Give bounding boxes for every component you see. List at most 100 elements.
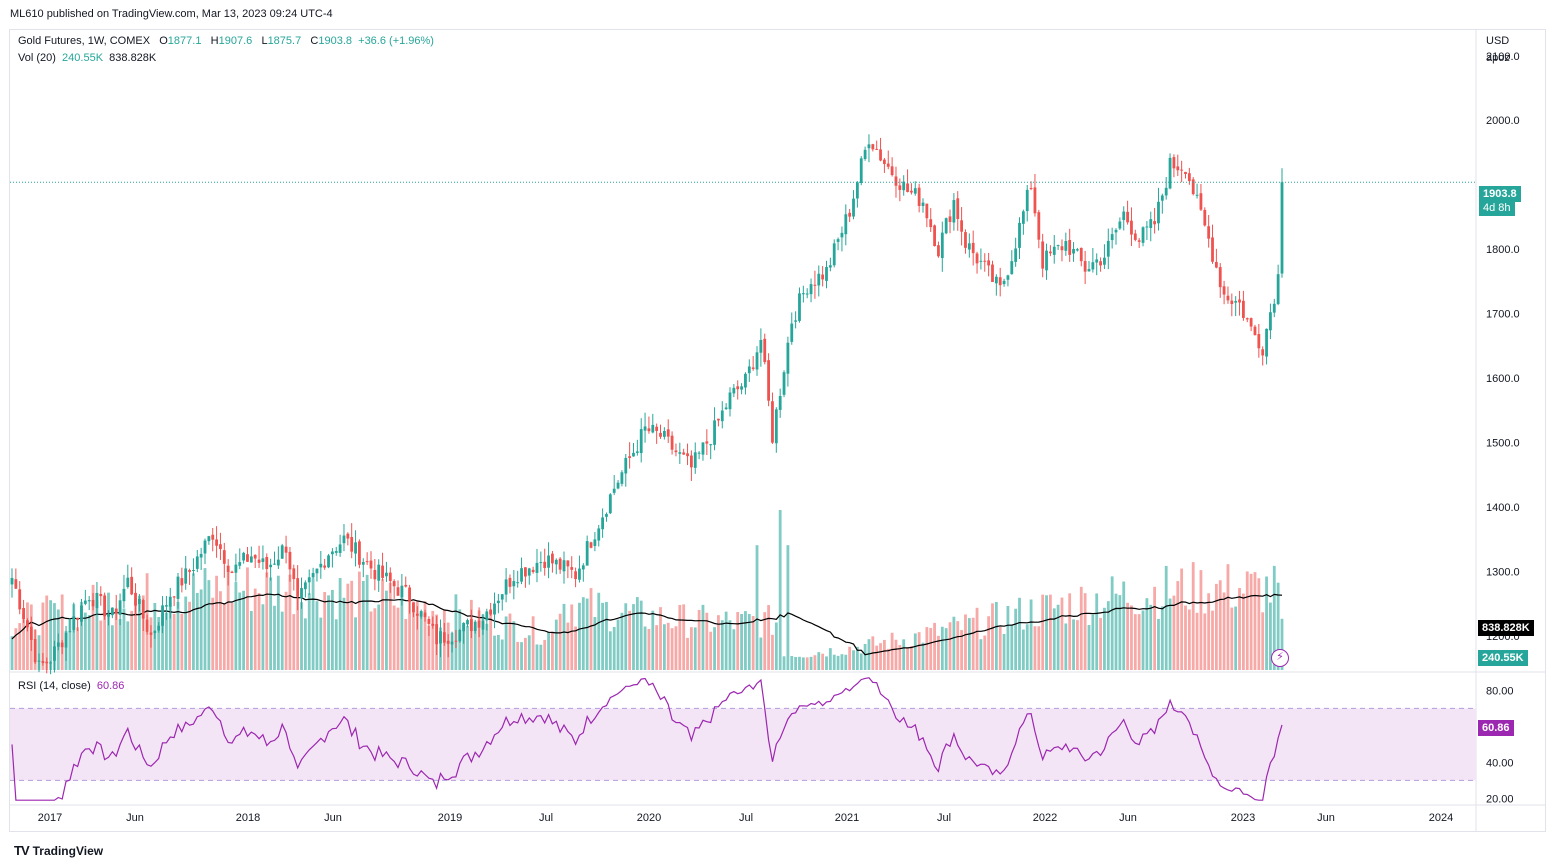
candle-body xyxy=(705,441,709,444)
candle-body xyxy=(836,239,840,242)
volume-bar xyxy=(508,613,512,670)
candle-body xyxy=(1110,234,1114,241)
volume-bar xyxy=(1160,606,1164,670)
volume-bar xyxy=(925,627,929,670)
volume-bar xyxy=(848,646,852,670)
volume-bar xyxy=(1103,607,1106,670)
candle-body xyxy=(311,572,315,578)
volume-bar xyxy=(199,589,203,670)
volume-bar xyxy=(535,644,539,670)
candle-body xyxy=(342,535,346,544)
volume-bar xyxy=(740,613,743,670)
candle-body xyxy=(473,621,477,631)
volume-bar xyxy=(551,631,554,670)
volume-bar xyxy=(1180,568,1184,670)
volume-bar xyxy=(80,601,83,670)
volume-bar xyxy=(1253,572,1257,670)
candles xyxy=(10,134,1284,675)
volume-bar xyxy=(431,610,435,670)
candle-body xyxy=(1261,349,1265,356)
volume-bar xyxy=(520,642,523,670)
candle-body xyxy=(535,562,539,573)
volume-bar xyxy=(296,595,300,670)
volume-bar xyxy=(1118,595,1122,670)
candle-body xyxy=(1002,280,1006,285)
candle-body xyxy=(554,559,558,565)
candle-body xyxy=(280,545,284,559)
volume-bar xyxy=(83,612,87,670)
candle-body xyxy=(400,585,404,598)
volume-bar xyxy=(1257,578,1261,670)
candle-body xyxy=(840,232,844,238)
candle-body xyxy=(1238,299,1241,303)
candle-body xyxy=(558,558,562,570)
lightning-icon[interactable]: ⚡ xyxy=(1271,649,1289,667)
volume-bar xyxy=(709,631,713,670)
candle-body xyxy=(1153,221,1157,225)
volume-bar xyxy=(852,650,855,670)
volume-bar xyxy=(744,611,747,670)
candle-body xyxy=(485,611,489,621)
volume-bar xyxy=(960,630,964,670)
volume-bar xyxy=(570,604,574,670)
volume-bar xyxy=(157,616,161,670)
volume-bar xyxy=(554,619,558,670)
candle-body xyxy=(848,212,852,217)
volume-bar xyxy=(728,620,732,670)
tradingview-footer[interactable]: TV TradingView xyxy=(14,843,103,858)
candle-body xyxy=(906,183,909,192)
time-tick-label: 2022 xyxy=(1033,812,1057,824)
volume-bar xyxy=(527,635,531,670)
volume-bar xyxy=(1207,593,1211,670)
rsi-tick-label: 20.00 xyxy=(1486,793,1514,805)
candle-body xyxy=(1072,248,1075,254)
candle-body xyxy=(852,198,855,217)
candle-body xyxy=(76,617,80,620)
volume-bar xyxy=(964,614,967,670)
volume-bar xyxy=(327,595,330,670)
volume-bars xyxy=(10,510,1284,670)
volume-bar xyxy=(1079,586,1083,670)
volume-bar xyxy=(130,610,134,670)
candle-body xyxy=(165,605,168,607)
candle-body xyxy=(1168,157,1172,189)
volume-bar xyxy=(103,594,107,670)
candle-body xyxy=(635,451,639,453)
candle-body xyxy=(948,216,952,222)
candle-body xyxy=(616,482,620,489)
candle-body xyxy=(539,562,543,564)
high-value: 1907.6 xyxy=(218,35,253,47)
volume-bar xyxy=(22,613,25,670)
volume-bar xyxy=(1141,610,1145,670)
candle-body xyxy=(207,536,211,542)
volume-bar xyxy=(1083,593,1087,670)
price-tick-label: 1400.0 xyxy=(1486,502,1520,514)
chart-frame xyxy=(9,29,1546,832)
volume-bar xyxy=(10,636,14,670)
candle-body xyxy=(1269,312,1272,331)
volume-bar xyxy=(686,637,689,670)
volume-bar xyxy=(956,621,960,670)
candle-body xyxy=(817,273,821,286)
volume-bar xyxy=(87,615,91,670)
volume-bar xyxy=(261,604,265,670)
candle-body xyxy=(520,568,523,582)
candle-body xyxy=(1184,171,1187,175)
candle-body xyxy=(134,592,137,606)
volume-bar xyxy=(1006,606,1010,670)
volume-bar xyxy=(211,597,215,670)
volume-bar xyxy=(45,595,49,670)
candle-body xyxy=(1130,220,1133,235)
candle-body xyxy=(369,560,373,569)
candle-body xyxy=(825,267,828,281)
volume-bar xyxy=(1172,595,1176,670)
volume-bar xyxy=(1145,598,1149,670)
volume-bar xyxy=(593,617,597,670)
candle-body xyxy=(226,565,230,573)
rsi-value: 60.86 xyxy=(96,680,125,692)
candle-body xyxy=(875,148,879,150)
volume-bar xyxy=(948,622,952,670)
candle-body xyxy=(219,544,222,550)
candle-body xyxy=(230,571,234,574)
